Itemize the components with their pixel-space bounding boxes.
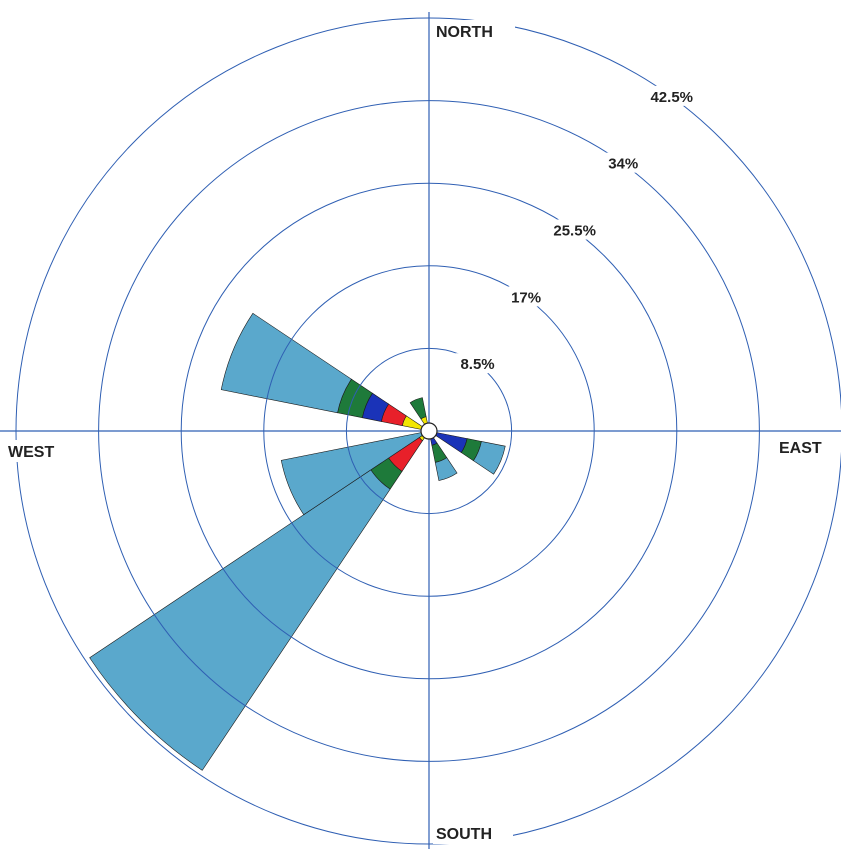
ring-label-bg-1 <box>455 353 500 374</box>
south-label: SOUTH <box>436 826 492 843</box>
ring-label-1: 8.5% <box>460 356 494 373</box>
north-label-bg <box>433 20 515 42</box>
ring-label-3: 25.5% <box>553 223 596 240</box>
wind-rose-wedges <box>89 312 506 771</box>
calm-center-circle <box>420 422 438 440</box>
wedge-247.5-lightblue <box>280 430 430 516</box>
west-label: WEST <box>8 444 54 461</box>
ring-label-5: 42.5% <box>650 89 693 106</box>
wedge-112.5-lightblue <box>473 441 506 475</box>
ring-label-2: 17% <box>511 289 541 306</box>
ring-label-bg-2 <box>508 286 544 307</box>
ring-label-4: 34% <box>608 156 638 173</box>
west-label-bg <box>5 440 61 462</box>
east-label: EAST <box>779 440 822 457</box>
wedge-157.5-lightblue <box>434 457 458 481</box>
wedge-337.5-green <box>409 397 427 420</box>
ring-label-bg-4 <box>605 152 641 173</box>
wedge-292.5-lightblue <box>220 312 352 414</box>
east-label-bg <box>776 436 832 458</box>
ring-label-bg-5 <box>645 85 699 106</box>
south-label-bg <box>433 822 513 844</box>
ring-labels: 8.5% 17% 25.5% 34% 42.5% <box>455 85 699 374</box>
wedge-225-lightblue <box>89 469 391 771</box>
ring-label-bg-3 <box>548 219 602 240</box>
north-label: NORTH <box>436 24 493 41</box>
